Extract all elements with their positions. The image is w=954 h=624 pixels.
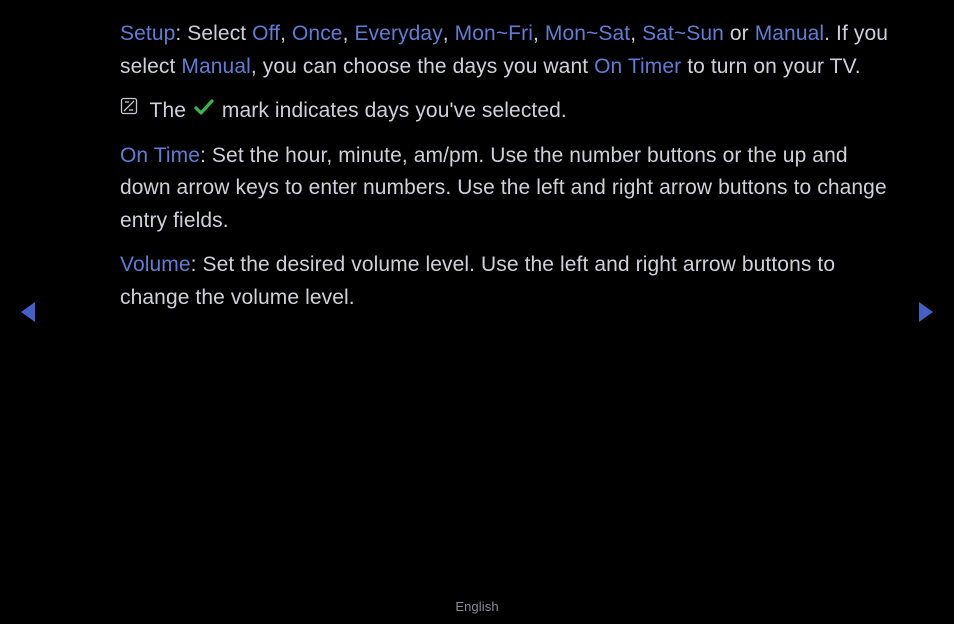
setup-label: Setup <box>120 22 175 45</box>
option-monsat: Mon~Sat <box>545 22 630 45</box>
volume-paragraph: Volume: Set the desired volume level. Us… <box>120 249 900 314</box>
comma-5: , <box>630 22 642 45</box>
option-manual: Manual <box>755 22 824 45</box>
setup-paragraph: Setup: Select Off, Once, Everyday, Mon~F… <box>120 18 900 83</box>
check-icon <box>194 94 214 127</box>
option-everyday: Everyday <box>354 22 442 45</box>
nav-arrow-left[interactable] <box>18 300 38 329</box>
or-text: or <box>724 22 755 45</box>
period-1: . <box>824 22 836 45</box>
option-monfri: Mon~Fri <box>455 22 533 45</box>
note-text-2: mark indicates days you've selected. <box>216 99 567 122</box>
ontime-paragraph: On Time: Set the hour, minute, am/pm. Us… <box>120 140 900 238</box>
comma-2: , <box>343 22 355 45</box>
comma-3: , <box>443 22 455 45</box>
footer-language: English <box>0 599 954 614</box>
option-satsun: Sat~Sun <box>642 22 724 45</box>
nav-arrow-right[interactable] <box>916 300 936 329</box>
setup-text-3: , you can choose the days you want <box>251 55 594 78</box>
volume-label: Volume <box>120 253 191 276</box>
option-manual-2: Manual <box>181 55 250 78</box>
help-text-content: Setup: Select Off, Once, Everyday, Mon~F… <box>120 18 900 327</box>
note-paragraph: The mark indicates days you've selected. <box>120 95 900 128</box>
setup-text-4: to turn on your TV. <box>681 55 860 78</box>
ontime-label: On Time <box>120 144 200 167</box>
note-icon <box>120 93 138 126</box>
option-once: Once <box>292 22 343 45</box>
note-text-1: The <box>144 99 192 122</box>
setup-text-1: : Select <box>175 22 252 45</box>
on-timer-label: On Timer <box>594 55 681 78</box>
ontime-text: : Set the hour, minute, am/pm. Use the n… <box>120 144 887 232</box>
comma-4: , <box>533 22 545 45</box>
comma-1: , <box>280 22 292 45</box>
volume-text: : Set the desired volume level. Use the … <box>120 253 835 309</box>
option-off: Off <box>252 22 280 45</box>
